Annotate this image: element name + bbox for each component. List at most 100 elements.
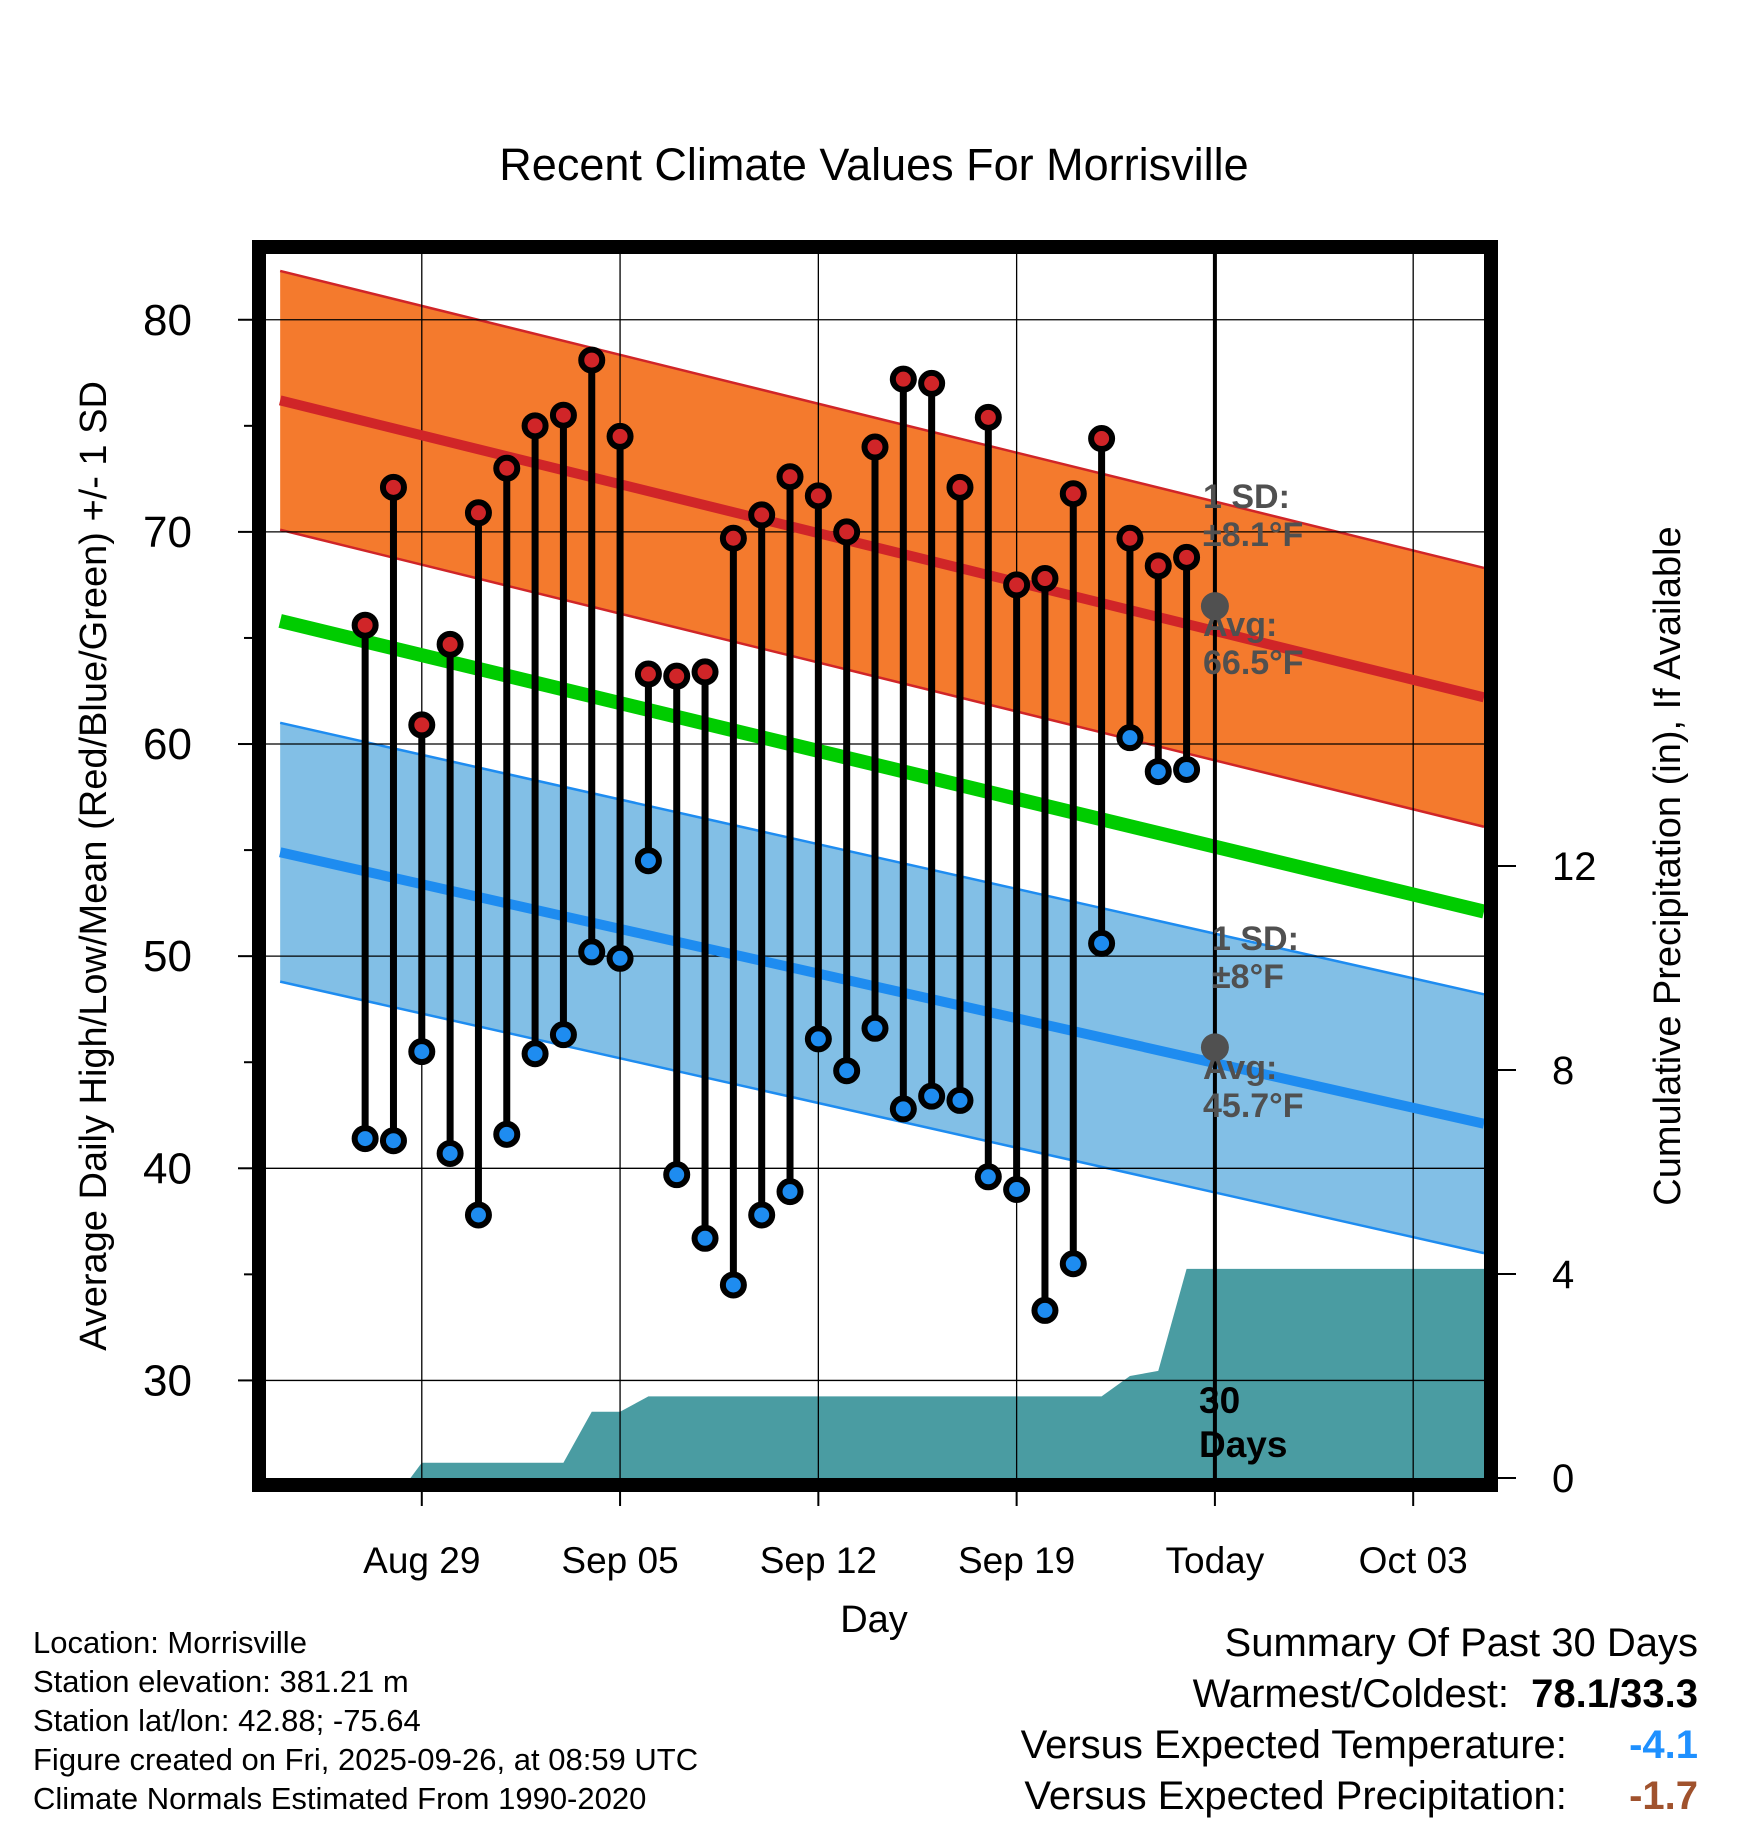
high-point bbox=[436, 630, 464, 658]
high-sd-band-upper-edge bbox=[279, 269, 1485, 570]
high-point bbox=[833, 518, 861, 546]
high-point bbox=[889, 365, 917, 393]
x-tick-label: Aug 29 bbox=[363, 1540, 480, 1581]
high-point bbox=[719, 524, 747, 552]
low-point bbox=[1173, 755, 1201, 783]
x-tick-label: Sep 19 bbox=[958, 1540, 1075, 1581]
high-point bbox=[493, 454, 521, 482]
high-point bbox=[464, 499, 492, 527]
versus-precip-label: Versus Expected Precipitation: bbox=[1024, 1774, 1567, 1818]
low-point bbox=[1003, 1176, 1031, 1204]
low-sd-annotation: 1 SD: ±8°F bbox=[1212, 920, 1299, 996]
versus-temp-row: Versus Expected Temperature: -4.1 bbox=[1021, 1720, 1698, 1771]
y-tick-label: 80 bbox=[143, 296, 192, 345]
high-point bbox=[1173, 543, 1201, 571]
high-point bbox=[776, 463, 804, 491]
high-point bbox=[521, 412, 549, 440]
y2-tick-label: 4 bbox=[1552, 1253, 1574, 1297]
high-point bbox=[1059, 480, 1087, 508]
y-tick-label: 50 bbox=[143, 932, 192, 981]
y2-tick-label: 0 bbox=[1552, 1457, 1574, 1501]
low-point bbox=[634, 847, 662, 875]
high-point bbox=[861, 433, 889, 461]
high-point bbox=[974, 403, 1002, 431]
normals-text: Climate Normals Estimated From 1990-2020 bbox=[33, 1781, 647, 1816]
low-point bbox=[833, 1057, 861, 1085]
elevation-text: Station elevation: 381.21 m bbox=[33, 1664, 409, 1699]
low-point bbox=[1088, 929, 1116, 957]
y2-axis-label: Cumulative Precipitation (in), If Availa… bbox=[1647, 526, 1689, 1205]
created-text: Figure created on Fri, 2025-09-26, at 08… bbox=[33, 1742, 699, 1777]
summary-title: Summary Of Past 30 Days bbox=[1224, 1621, 1698, 1665]
high-point bbox=[634, 660, 662, 688]
y-axis-label: Average Daily High/Low/Mean (Red/Blue/Gr… bbox=[73, 381, 115, 1351]
low-point bbox=[719, 1271, 747, 1299]
y2-tick-label: 12 bbox=[1552, 845, 1597, 889]
low-point bbox=[549, 1021, 577, 1049]
low-point bbox=[1059, 1250, 1087, 1278]
low-point bbox=[1116, 724, 1144, 752]
warmest-label: Warmest/Coldest: bbox=[1192, 1672, 1509, 1716]
x-tick-label: Oct 03 bbox=[1359, 1540, 1468, 1581]
warmest-coldest-row: Warmest/Coldest: 78.1/33.3 bbox=[1021, 1669, 1698, 1720]
low-point bbox=[861, 1014, 889, 1042]
low-point bbox=[776, 1178, 804, 1206]
low-point bbox=[663, 1161, 691, 1189]
low-point bbox=[408, 1038, 436, 1066]
versus-precip-row: Versus Expected Precipitation: -1.7 bbox=[1021, 1771, 1698, 1822]
x-axis-label: Day bbox=[840, 1599, 908, 1641]
low-point bbox=[436, 1139, 464, 1167]
low-point bbox=[379, 1127, 407, 1155]
latlon-text: Station lat/lon: 42.88; -75.64 bbox=[33, 1703, 421, 1738]
x-tick-label: Sep 12 bbox=[760, 1540, 877, 1581]
window-annotation: 30 Days bbox=[1199, 1380, 1287, 1465]
low-point bbox=[946, 1086, 974, 1114]
x-tick-label: Sep 05 bbox=[561, 1540, 678, 1581]
high-point bbox=[748, 501, 776, 529]
y-tick-label: 70 bbox=[143, 508, 192, 557]
versus-temp-value: -4.1 bbox=[1629, 1723, 1698, 1767]
high-point bbox=[804, 482, 832, 510]
low-point bbox=[1031, 1296, 1059, 1324]
low-point bbox=[351, 1125, 379, 1153]
high-point bbox=[663, 662, 691, 690]
high-point bbox=[549, 401, 577, 429]
high-point bbox=[1144, 552, 1172, 580]
low-point bbox=[974, 1163, 1002, 1191]
y-tick-label: 40 bbox=[143, 1144, 192, 1193]
today-low-avg-marker bbox=[1200, 1033, 1229, 1062]
low-point bbox=[606, 944, 634, 972]
x-tick-label: Today bbox=[1166, 1540, 1265, 1581]
y-tick-label: 60 bbox=[143, 720, 192, 769]
high-point bbox=[1088, 425, 1116, 453]
versus-precip-value: -1.7 bbox=[1629, 1774, 1698, 1818]
today-high-avg-marker bbox=[1200, 592, 1229, 621]
versus-temp-label: Versus Expected Temperature: bbox=[1020, 1723, 1567, 1767]
high-point bbox=[691, 658, 719, 686]
low-point bbox=[578, 938, 606, 966]
low-point bbox=[889, 1095, 917, 1123]
low-point bbox=[464, 1201, 492, 1229]
high-point bbox=[379, 473, 407, 501]
high-point bbox=[946, 473, 974, 501]
low-point bbox=[804, 1025, 832, 1053]
high-point bbox=[1003, 571, 1031, 599]
high-point bbox=[1116, 524, 1144, 552]
y2-tick-label: 8 bbox=[1552, 1049, 1574, 1093]
low-point bbox=[918, 1082, 946, 1110]
low-point bbox=[691, 1224, 719, 1252]
precip-area bbox=[336, 1268, 1484, 1478]
high-sd-annotation: 1 SD: ±8.1°F bbox=[1203, 478, 1303, 554]
high-normal-line bbox=[278, 395, 1486, 703]
low-point bbox=[748, 1201, 776, 1229]
high-point bbox=[1031, 565, 1059, 593]
warmest-value: 78.1/33.3 bbox=[1531, 1672, 1698, 1716]
chart-title: Recent Climate Values For Morrisville bbox=[499, 139, 1248, 190]
low-point bbox=[521, 1040, 549, 1068]
plot-frame bbox=[252, 240, 1498, 1492]
high-point bbox=[408, 711, 436, 739]
high-avg-annotation: Avg: 66.5°F bbox=[1203, 606, 1304, 682]
low-point bbox=[493, 1120, 521, 1148]
summary-panel: Summary Of Past 30 Days Warmest/Coldest:… bbox=[1021, 1618, 1698, 1822]
